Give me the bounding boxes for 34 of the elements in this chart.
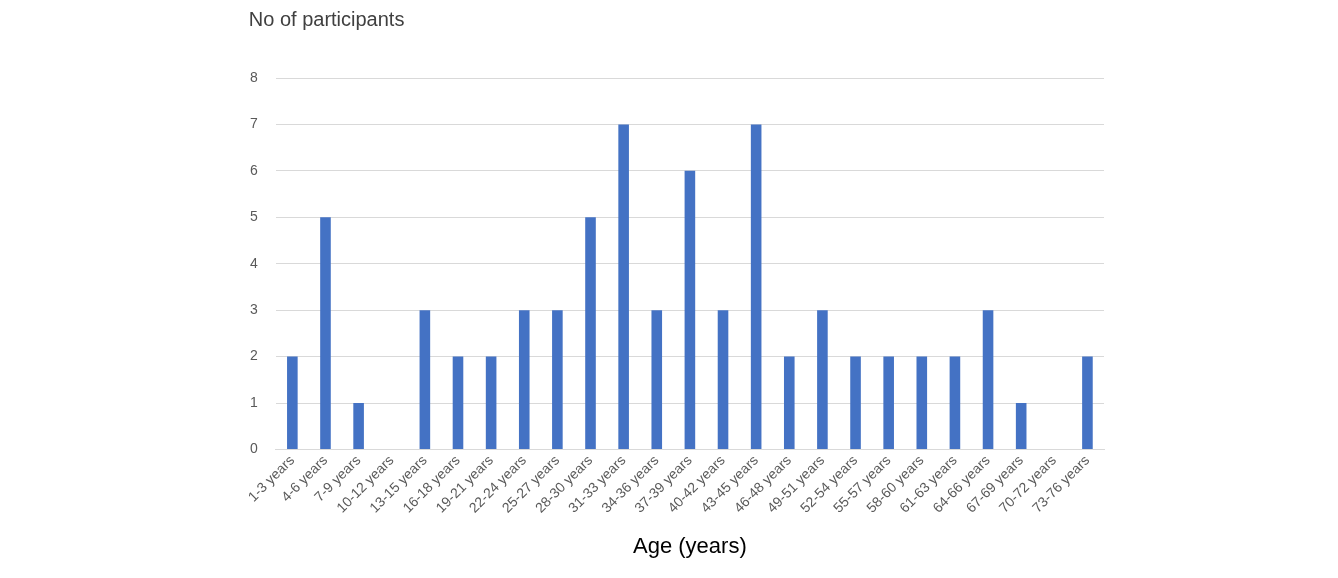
- y-tick-label: 7: [249, 115, 258, 132]
- bar: [452, 356, 464, 449]
- bar: [916, 356, 928, 449]
- y-axis-title: No of participants: [248, 7, 405, 30]
- bar: [320, 217, 331, 449]
- y-tick-label: 0: [249, 440, 258, 457]
- bar: [783, 356, 795, 449]
- bar: [1015, 403, 1027, 449]
- y-tick-label: 4: [249, 254, 258, 271]
- bar: [353, 403, 364, 449]
- bar: [717, 310, 729, 449]
- bar: [883, 356, 894, 449]
- y-tick-label: 8: [249, 68, 258, 85]
- bar: [419, 310, 431, 449]
- bar: [552, 310, 563, 449]
- bar: [817, 310, 828, 449]
- y-tick-label: 6: [249, 161, 258, 178]
- bar: [982, 310, 994, 449]
- bar: [485, 356, 497, 449]
- bar: [850, 356, 861, 449]
- y-tick-label: 2: [249, 347, 258, 364]
- bar: [1082, 356, 1093, 449]
- x-axis-title: Age (years): [633, 532, 747, 558]
- bar: [651, 310, 663, 449]
- bar: [518, 310, 530, 449]
- y-tick-label: 5: [249, 208, 258, 225]
- bar: [949, 356, 961, 449]
- bar: [684, 170, 696, 449]
- y-tick-label: 1: [249, 393, 258, 410]
- bar: [750, 124, 762, 449]
- bar: [287, 356, 298, 449]
- bar: [585, 217, 596, 449]
- bar: [618, 124, 629, 449]
- y-tick-label: 3: [249, 301, 258, 318]
